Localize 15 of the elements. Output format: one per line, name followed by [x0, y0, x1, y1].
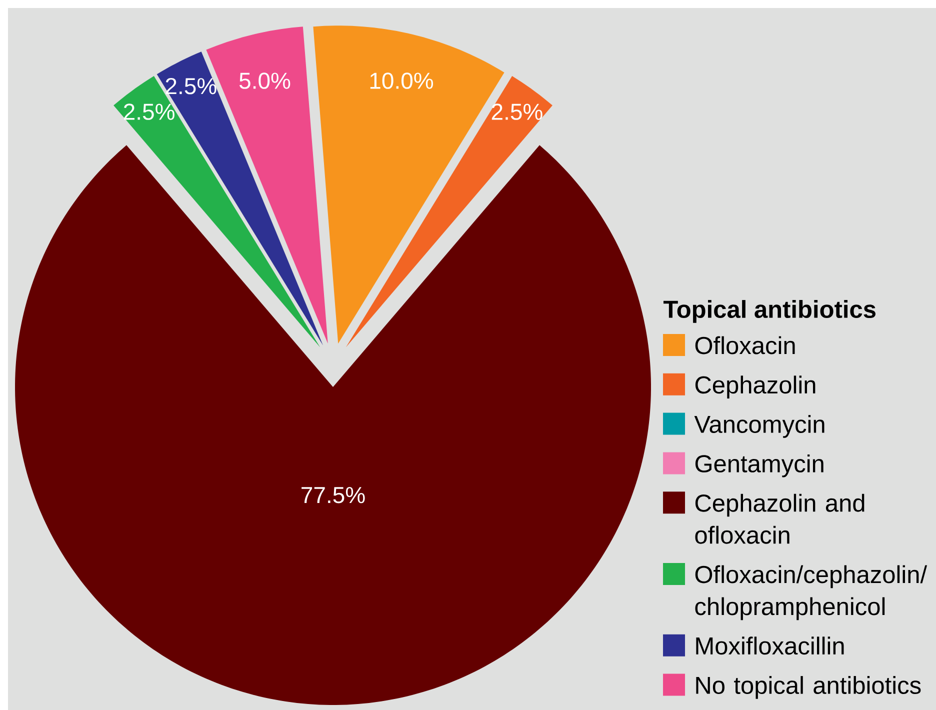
legend-label: Cephazolin [695, 376, 816, 398]
data-label: 2.5% [166, 78, 216, 94]
legend-label: No topical antibiotics [696, 676, 921, 699]
data-label: 77.5% [302, 487, 365, 504]
legend-label: Cephazolin and ofloxacin [695, 494, 864, 544]
data-label: 5.0% [239, 72, 290, 89]
legend-title: Topical antibiotics [663, 300, 876, 323]
legend-label: Ofloxacin/cephazolin/chlopramphenicol [695, 565, 928, 620]
data-label: 2.5% [124, 104, 174, 120]
legend-label: Ofloxacin [695, 336, 795, 354]
data-label: 2.5% [492, 104, 542, 120]
legend-label: Vancomycin [694, 415, 824, 438]
legend-label: Gentamycin [695, 454, 824, 478]
data-label: 10.0% [370, 72, 434, 89]
legend-label: Moxifloxacillin [696, 636, 844, 655]
